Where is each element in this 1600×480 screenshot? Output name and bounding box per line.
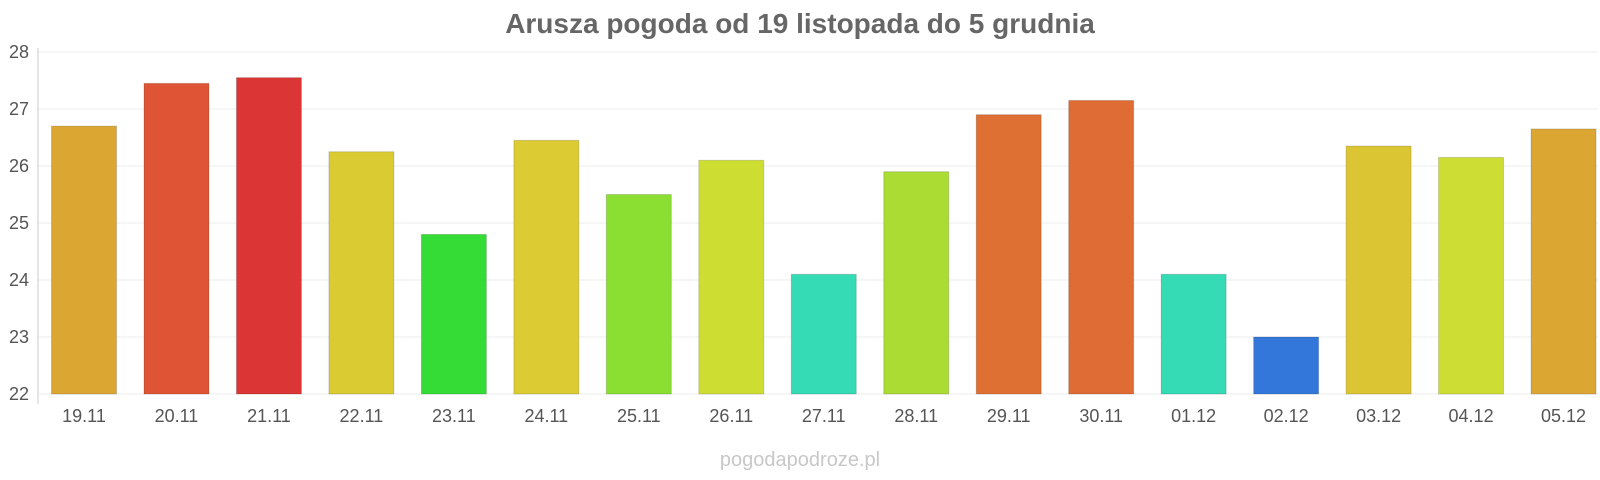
x-tick-label: 29.11: [987, 406, 1031, 426]
bar: [143, 82, 210, 395]
bar: [1253, 336, 1320, 395]
x-tick-label: 21.11: [247, 406, 291, 426]
bar: [1160, 273, 1227, 395]
x-tick-label: 22.11: [340, 406, 384, 426]
chart-title: Arusza pogoda od 19 listopada do 5 grudn…: [505, 8, 1095, 39]
bar: [513, 139, 580, 395]
x-tick-label: 01.12: [1171, 406, 1216, 426]
y-tick-label: 27: [9, 99, 29, 119]
bar: [1530, 128, 1597, 395]
bar: [975, 114, 1042, 395]
bar: [790, 273, 857, 395]
x-tick-label: 04.12: [1449, 406, 1494, 426]
x-tick-label: 30.11: [1079, 406, 1123, 426]
y-tick-label: 23: [9, 327, 29, 347]
bar: [235, 77, 302, 395]
bar: [1068, 99, 1135, 395]
x-tick-label: 19.11: [62, 406, 106, 426]
bar: [605, 194, 672, 395]
x-tick-label: 27.11: [802, 406, 846, 426]
bar: [1438, 156, 1505, 395]
y-tick-label: 26: [9, 156, 29, 176]
y-tick-label: 28: [9, 42, 29, 62]
y-tick-label: 22: [9, 384, 29, 404]
bar: [51, 125, 117, 395]
bar: [698, 159, 765, 395]
y-tick-label: 24: [9, 270, 29, 290]
x-tick-label: 28.11: [894, 406, 938, 426]
bar: [420, 233, 487, 395]
x-tick-label: 20.11: [155, 406, 199, 426]
x-tick-label: 03.12: [1356, 406, 1401, 426]
x-tick-label: 05.12: [1541, 406, 1586, 426]
bar: [883, 171, 950, 395]
bar: [1345, 145, 1412, 395]
x-tick-label: 26.11: [709, 406, 753, 426]
x-tick-label: 23.11: [432, 406, 476, 426]
watermark: pogodapodroze.pl: [719, 449, 881, 471]
y-tick-label: 25: [9, 213, 29, 233]
x-tick-label: 24.11: [524, 406, 568, 426]
bar: [328, 151, 395, 395]
x-tick-label: 25.11: [617, 406, 661, 426]
x-tick-label: 02.12: [1264, 406, 1309, 426]
